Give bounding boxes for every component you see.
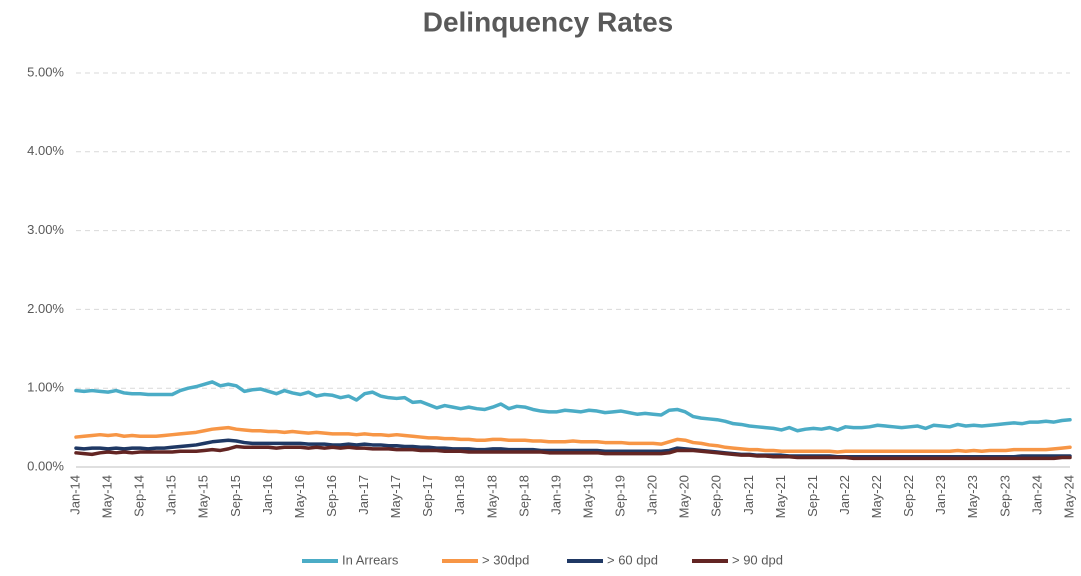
x-tick-label: Sep-17 xyxy=(420,475,435,517)
legend-label: > 30dpd xyxy=(482,552,529,567)
x-tick-label: May-20 xyxy=(677,475,692,518)
y-tick-label: 2.00% xyxy=(27,301,64,316)
y-tick-label: 5.00% xyxy=(27,64,64,79)
legend-label: > 90 dpd xyxy=(732,552,783,567)
x-tick-label: Jan-18 xyxy=(452,475,467,515)
y-tick-label: 1.00% xyxy=(27,380,64,395)
x-tick-label: May-23 xyxy=(965,475,980,518)
line-series xyxy=(74,380,1072,433)
x-tick-label: Jan-23 xyxy=(933,475,948,515)
x-tick-label: May-14 xyxy=(100,475,115,518)
x-tick-label: May-24 xyxy=(1061,475,1076,518)
x-tick-label: Jan-22 xyxy=(837,475,852,515)
x-tick-label: Sep-22 xyxy=(901,475,916,517)
x-tick-label: Sep-16 xyxy=(324,475,339,517)
y-tick-label: 0.00% xyxy=(27,458,64,473)
x-tick-label: Sep-14 xyxy=(132,475,147,517)
x-tick-label: May-15 xyxy=(196,475,211,518)
x-tick-label: Sep-23 xyxy=(997,475,1012,517)
x-tick-label: May-22 xyxy=(869,475,884,518)
x-tick-label: Sep-18 xyxy=(516,475,531,517)
x-tick-label: Jan-17 xyxy=(356,475,371,515)
x-tick-label: May-21 xyxy=(773,475,788,518)
x-tick-label: Jan-14 xyxy=(67,475,82,515)
x-tick-label: Jan-16 xyxy=(260,475,275,515)
x-tick-label: May-16 xyxy=(292,475,307,518)
x-tick-label: Sep-15 xyxy=(228,475,243,517)
x-tick-label: Sep-19 xyxy=(613,475,628,517)
x-tick-label: Sep-20 xyxy=(709,475,724,517)
x-tick-label: May-18 xyxy=(484,475,499,518)
y-tick-label: 4.00% xyxy=(27,143,64,158)
chart-title: Delinquency Rates xyxy=(423,6,674,37)
x-tick-label: Jan-19 xyxy=(548,475,563,515)
x-tick-label: Jan-21 xyxy=(741,475,756,515)
line-series xyxy=(74,425,1072,454)
x-tick-label: Jan-24 xyxy=(1029,475,1044,515)
legend-label: > 60 dpd xyxy=(607,552,658,567)
legend-label: In Arrears xyxy=(342,552,399,567)
x-tick-label: Jan-15 xyxy=(164,475,179,515)
x-tick-label: May-19 xyxy=(580,475,595,518)
y-tick-label: 3.00% xyxy=(27,222,64,237)
x-tick-label: May-17 xyxy=(388,475,403,518)
line-series xyxy=(74,444,1072,461)
x-tick-label: Jan-20 xyxy=(645,475,660,515)
x-tick-label: Sep-21 xyxy=(805,475,820,517)
